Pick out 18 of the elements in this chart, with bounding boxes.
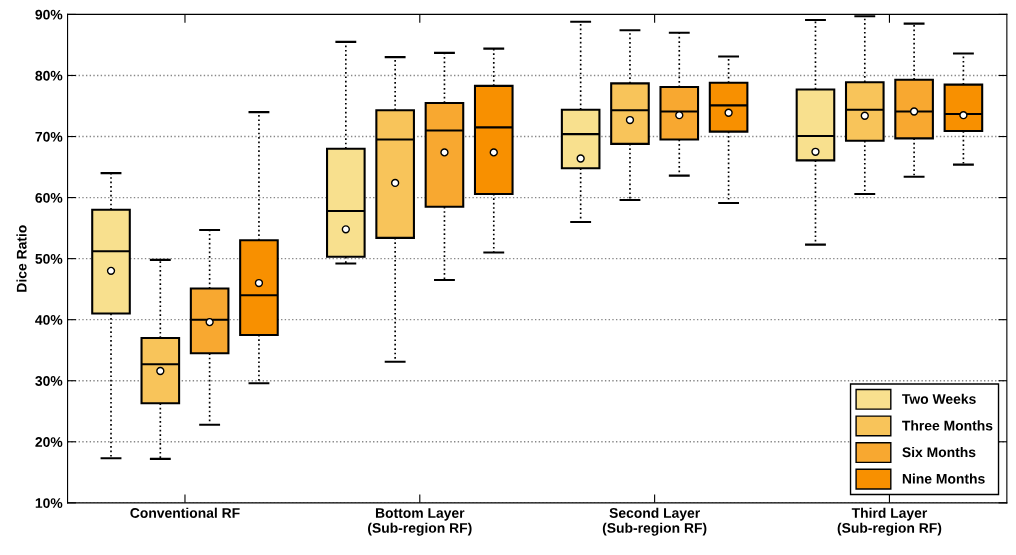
y-axis-title: Dice Ratio — [16, 225, 27, 292]
y-tick-label: 50% — [35, 253, 63, 264]
y-tick-label: 20% — [35, 437, 63, 447]
y-tick-label: 70% — [35, 131, 63, 142]
x-tick-label: Second Layer (Sub-region RF) — [602, 507, 707, 536]
legend-label: Three Months — [902, 420, 993, 431]
x-tick-label: Bottom Layer (Sub-region RF) — [368, 508, 472, 536]
y-tick-label: 80% — [35, 70, 63, 81]
y-tick-label: 30% — [35, 376, 63, 386]
y-tick-label: 10% — [35, 498, 63, 508]
legend-label: Two Weeks — [902, 393, 976, 404]
x-tick-label: Conventional RF — [130, 507, 240, 518]
y-tick-label: 60% — [35, 192, 63, 203]
legend-label: Nine Months — [902, 473, 985, 484]
legend-label: Six Months — [902, 446, 976, 458]
y-tick-label: 90% — [35, 9, 63, 20]
x-tick-label: Third Layer (Sub-region RF) — [837, 507, 942, 536]
y-tick-label: 40% — [35, 315, 63, 325]
